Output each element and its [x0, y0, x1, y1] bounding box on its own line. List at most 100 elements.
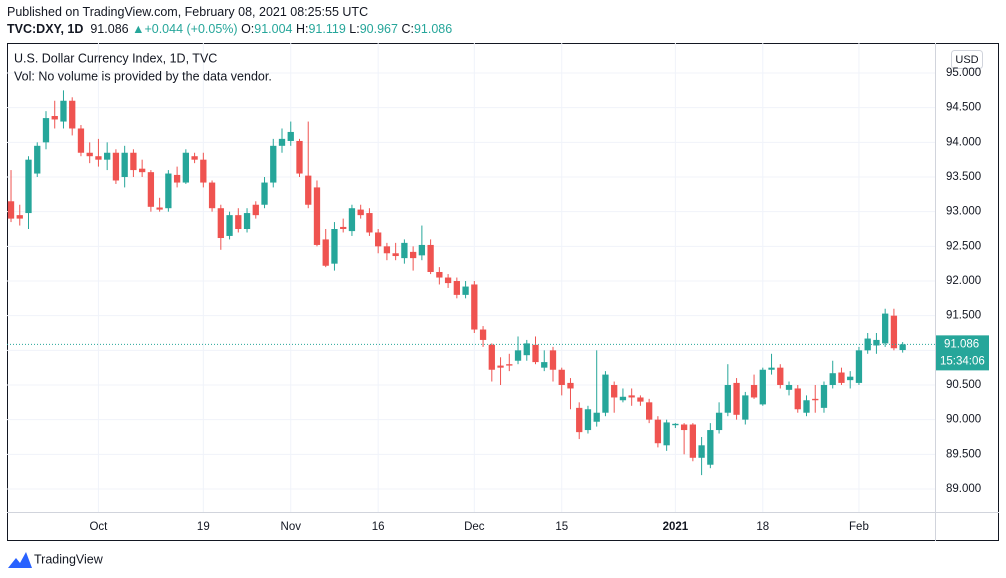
- candle-body: [567, 382, 574, 389]
- candle-body: [392, 253, 399, 257]
- header: Published on TradingView.com, February 0…: [7, 4, 452, 38]
- y-tick-label: 95.000: [946, 67, 981, 79]
- candle-body: [51, 116, 58, 120]
- l-value: 90.967: [359, 22, 398, 36]
- candle-body: [270, 145, 277, 183]
- x-tick-label: 18: [756, 521, 769, 533]
- candle-body: [296, 140, 303, 174]
- candle-body: [882, 313, 889, 344]
- candle-body: [182, 152, 189, 183]
- y-tick-label: 93.500: [946, 171, 981, 183]
- candle-body: [698, 445, 705, 458]
- brand: TradingView: [8, 552, 104, 568]
- candle-body: [86, 152, 93, 157]
- candle-body: [147, 172, 155, 207]
- h-label: H:: [295, 22, 309, 36]
- candle-body: [7, 201, 15, 219]
- chart-title: U.S. Dollar Currency Index, 1D, TVC: [14, 51, 217, 65]
- currency-button[interactable]: [951, 50, 983, 69]
- candle-body: [77, 128, 85, 153]
- candle-body: [252, 204, 259, 216]
- candle-body: [165, 173, 172, 209]
- candle-body: [278, 138, 286, 146]
- candle-body: [838, 372, 845, 383]
- candle-body: [226, 215, 233, 236]
- currency[interactable]: USD: [955, 54, 978, 66]
- candle-body: [401, 242, 408, 259]
- candle-body: [707, 430, 714, 465]
- c-label: C:: [401, 22, 414, 36]
- candle-body: [864, 338, 871, 351]
- candle-body: [16, 215, 23, 219]
- candle-body: [637, 397, 644, 402]
- candle-body: [680, 424, 688, 431]
- candle-body: [331, 229, 338, 264]
- y-tick-label: 89.000: [946, 483, 981, 495]
- candle-body: [532, 344, 539, 363]
- o-label: O:: [241, 22, 255, 36]
- symbol: TVC:DXY, 1D: [7, 22, 84, 36]
- candle-body: [899, 344, 906, 351]
- candle-body: [95, 156, 102, 160]
- candle-body: [715, 412, 723, 431]
- candle-body: [593, 412, 600, 422]
- candle-body: [25, 159, 32, 214]
- x-tick-label: 16: [372, 521, 385, 533]
- candle-body: [506, 364, 513, 366]
- arrow: ▲: [132, 22, 145, 36]
- candle-body: [820, 384, 828, 408]
- y-tick-label: 94.000: [946, 136, 981, 148]
- candle-body: [261, 182, 268, 205]
- o-value: 91.004: [254, 22, 293, 36]
- candle-body: [558, 369, 565, 385]
- candle-body: [777, 367, 784, 385]
- brand-logo: [8, 552, 32, 568]
- published: Published on TradingView.com, February 0…: [7, 5, 369, 19]
- candle-body: [812, 398, 819, 401]
- candle-body: [243, 213, 251, 230]
- candle-body: [357, 209, 364, 216]
- candle-body: [305, 175, 312, 205]
- candle-body: [488, 344, 495, 370]
- candle-body: [576, 407, 583, 433]
- candle-body: [60, 100, 67, 122]
- brand-name: TradingView: [34, 552, 104, 566]
- chart-subtitle: Vol: No volume is provided by the data v…: [14, 69, 272, 83]
- candle-body: [663, 422, 670, 446]
- candle-body: [471, 284, 478, 330]
- candle-body: [130, 152, 137, 171]
- candle-body: [549, 350, 557, 370]
- frame: [7, 43, 999, 541]
- candle-body: [235, 215, 242, 230]
- candle-body: [453, 281, 460, 295]
- candle-body: [794, 388, 801, 410]
- grid: [7, 43, 935, 512]
- y-tick-label: 93.000: [946, 206, 981, 218]
- candle-body: [313, 187, 321, 245]
- h-value: 91.119: [308, 22, 346, 36]
- candle-body: [104, 152, 111, 160]
- y-tick-label: 91.500: [946, 310, 981, 322]
- candle-body: [497, 365, 504, 368]
- candle-body: [156, 207, 163, 210]
- candle-body: [855, 350, 863, 383]
- candle-body: [42, 118, 50, 143]
- candle-body: [409, 251, 417, 259]
- y-tick-label: 94.500: [946, 102, 981, 114]
- candle-body: [348, 208, 356, 232]
- x-tick-label: 2021: [663, 521, 689, 533]
- last-price-label: 91.086: [944, 338, 979, 350]
- candle-body: [672, 423, 679, 426]
- c-value: 91.086: [413, 22, 453, 36]
- candle-body: [418, 244, 426, 256]
- candle-body: [383, 246, 391, 254]
- candle-body: [69, 100, 76, 129]
- candle-body: [628, 395, 635, 398]
- l-label: L:: [349, 22, 360, 36]
- y-tick-label: 90.000: [946, 414, 981, 426]
- x-tick-label: 19: [197, 521, 210, 533]
- candle-body: [34, 145, 41, 174]
- candle-body: [427, 244, 434, 272]
- x-tick-label: Feb: [849, 521, 869, 533]
- candle-body: [847, 376, 854, 381]
